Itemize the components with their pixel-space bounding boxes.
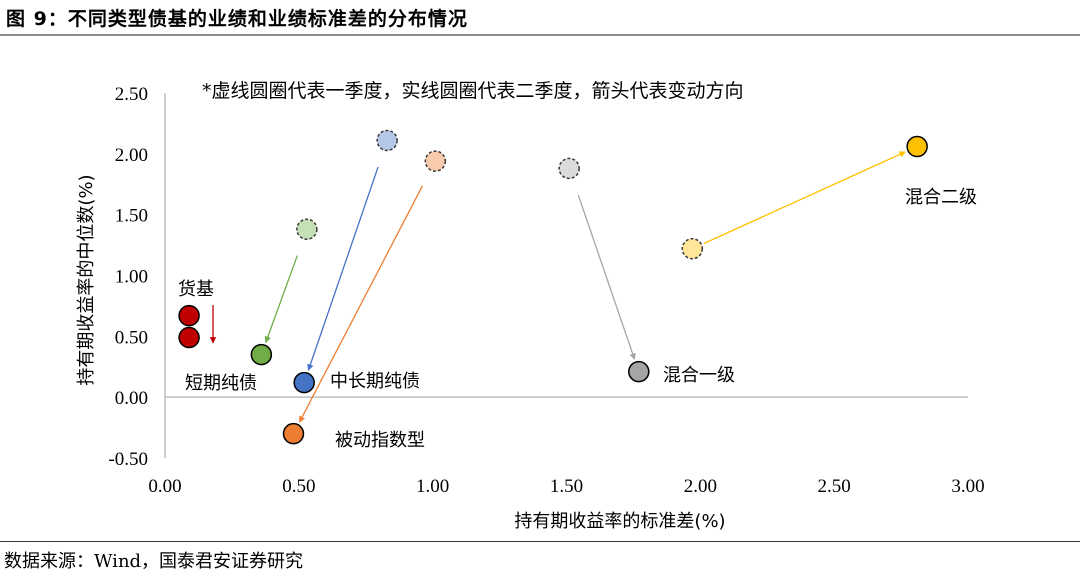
x-tick-label: 2.00 xyxy=(684,476,717,497)
data-points xyxy=(178,129,928,445)
q2-marker xyxy=(628,360,650,383)
y-tick-label: 0.00 xyxy=(115,388,148,409)
q2-marker xyxy=(293,371,315,394)
series-label: 混合二级 xyxy=(905,187,977,208)
q1-marker xyxy=(681,237,704,260)
arrows xyxy=(209,151,906,423)
source-note: 数据来源：Wind，国泰君安证券研究 xyxy=(4,551,304,572)
series-label: 短期纯债 xyxy=(185,373,257,394)
title-divider xyxy=(0,34,1080,36)
x-tick-label: 3.00 xyxy=(951,476,984,497)
chart-annotation: *虚线圆圈代表一季度，实线圆圈代表二季度，箭头代表变动方向 xyxy=(202,80,744,102)
change-arrow xyxy=(577,194,636,360)
x-tick-label: 2.50 xyxy=(818,476,851,497)
y-tick-label: 0.50 xyxy=(115,327,148,348)
q1-marker xyxy=(296,218,318,241)
series-label: 中长期纯债 xyxy=(330,371,420,392)
change-arrow xyxy=(307,166,379,371)
q2-marker xyxy=(282,422,305,445)
q2-marker xyxy=(906,135,928,158)
x-tick-label: 1.50 xyxy=(550,476,583,497)
y-tick-label: 1.00 xyxy=(115,267,148,288)
x-tick-label: 0.00 xyxy=(148,476,181,497)
scatter-chart: 2.502.001.501.000.500.00-0.500.00 0.50 1.0… xyxy=(76,80,985,532)
x-tick-label: 1.00 xyxy=(416,476,449,497)
y-tick-label: 2.50 xyxy=(115,84,148,105)
q1-marker xyxy=(376,129,398,152)
series-label: 被动指数型 xyxy=(335,430,425,451)
change-arrow xyxy=(264,255,298,343)
q1-marker xyxy=(178,304,200,327)
y-tick-label: 1.50 xyxy=(115,206,148,227)
q1-marker xyxy=(558,157,580,180)
y-tick-label: 2.00 xyxy=(115,145,148,166)
series-label: 混合一级 xyxy=(663,365,735,386)
figure-title: 图 9：不同类型债基的业绩和业绩标准差的分布情况 xyxy=(6,8,468,30)
axes: 2.502.001.501.000.500.00-0.500.00 0.50 1.0… xyxy=(76,80,985,532)
y-axis-title: 持有期收益率的中位数(%) xyxy=(76,174,97,385)
series-label: 货基 xyxy=(178,279,214,300)
source-divider xyxy=(0,541,1080,542)
change-arrow xyxy=(703,151,906,244)
y-tick-label: -0.50 xyxy=(108,449,148,470)
q1-marker xyxy=(424,150,447,172)
x-tick-label: 0.50 xyxy=(282,476,315,497)
q2-marker xyxy=(178,326,200,349)
change-arrow xyxy=(298,185,423,423)
x-axis-title: 持有期收益率的标准差(%) xyxy=(514,511,725,532)
q2-marker xyxy=(250,343,273,366)
